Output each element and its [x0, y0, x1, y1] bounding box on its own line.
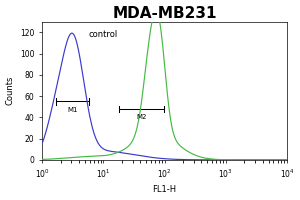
Text: M1: M1 — [67, 107, 77, 113]
Y-axis label: Counts: Counts — [6, 76, 15, 105]
X-axis label: FL1-H: FL1-H — [153, 185, 177, 194]
Text: control: control — [88, 30, 117, 39]
Title: MDA-MB231: MDA-MB231 — [112, 6, 217, 21]
Text: M2: M2 — [136, 114, 147, 120]
